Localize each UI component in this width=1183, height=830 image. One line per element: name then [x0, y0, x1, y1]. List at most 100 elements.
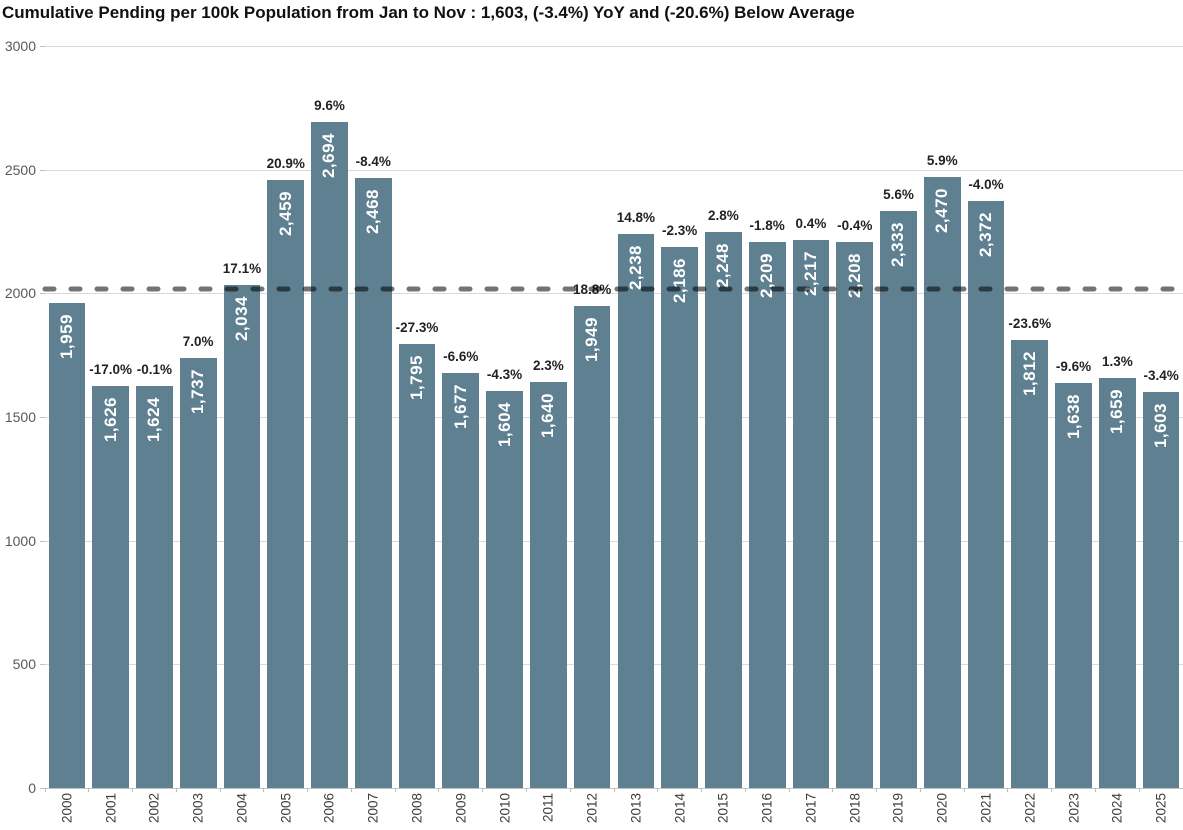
- x-axis-label-2000: 2000: [59, 793, 75, 824]
- x-axis-tick: [1094, 788, 1096, 792]
- x-axis-tick: [438, 788, 440, 792]
- bar-2007: 2,468: [354, 177, 392, 788]
- x-axis-tick: [1138, 788, 1140, 792]
- yoy-label-2011: 2.3%: [532, 358, 564, 374]
- bar-slot-2020: 2,470 5.9% 2020: [920, 46, 964, 823]
- yoy-label-2025: -3.4%: [1143, 367, 1179, 383]
- x-axis-label-2003: 2003: [190, 793, 206, 824]
- x-axis-label-2017: 2017: [803, 793, 819, 824]
- y-axis-tick-0: [40, 788, 45, 789]
- x-axis-tick: [1007, 788, 1009, 792]
- x-axis-label-2024: 2024: [1109, 793, 1125, 824]
- x-axis-label-2012: 2012: [584, 793, 600, 824]
- bar-slot-2012: 1,949 18.8% 2012: [570, 46, 614, 823]
- bar-slot-2021: 2,372 -4.0% 2021: [964, 46, 1008, 823]
- y-axis-tick-3000: [40, 46, 45, 47]
- bar-slot-2013: 2,238 14.8% 2013: [614, 46, 658, 823]
- x-axis-tick: [350, 788, 352, 792]
- bar-value-label-2004: 2,034: [231, 295, 251, 341]
- bar-2001: 1,626: [92, 385, 130, 788]
- bar-value-label-2005: 2,459: [275, 190, 295, 236]
- bar-value-label-2021: 2,372: [976, 212, 996, 258]
- bar-value-label-2007: 2,468: [363, 188, 383, 234]
- y-axis-tick-1500: [40, 417, 45, 418]
- x-axis-tick: [44, 788, 46, 792]
- yoy-label-2005: 20.9%: [266, 155, 305, 171]
- x-axis-tick: [219, 788, 221, 792]
- x-axis-tick: [263, 788, 265, 792]
- bar-slot-2001: 1,626 -17.0% 2001: [89, 46, 133, 823]
- bar-value-label-2016: 2,209: [757, 252, 777, 298]
- yoy-label-2002: -0.1%: [136, 362, 173, 378]
- y-axis-label-3000: 3000: [4, 38, 36, 54]
- x-axis-label-2020: 2020: [934, 793, 950, 824]
- x-axis-tick: [876, 788, 878, 792]
- bar-2013: 2,238: [617, 234, 655, 788]
- yoy-label-2014: -2.3%: [662, 223, 698, 239]
- bar-2019: 2,333: [880, 210, 917, 788]
- x-axis-tick: [88, 788, 90, 792]
- bar-value-label-2006: 2,694: [319, 132, 339, 178]
- bar-2000: 1,959: [48, 303, 86, 788]
- yoy-label-2012: 18.8%: [572, 281, 612, 297]
- bar-value-label-2009: 1,677: [450, 384, 470, 430]
- bar-2006: 2,694: [311, 121, 348, 788]
- x-axis-label-2010: 2010: [497, 793, 513, 824]
- bar-2021: 2,372: [967, 201, 1005, 788]
- bar-value-label-2024: 1,659: [1107, 388, 1127, 434]
- x-axis-label-2018: 2018: [847, 793, 863, 824]
- gridline-1000: [45, 540, 1183, 542]
- y-axis: 0 500 1000 1500 2000 2500 3000: [0, 38, 38, 796]
- x-axis-label-2007: 2007: [365, 793, 381, 824]
- bar-2014: 2,186: [661, 247, 699, 788]
- x-axis-label-2011: 2011: [540, 793, 556, 823]
- bar-2011: 1,640: [529, 382, 567, 788]
- bar-slot-2015: 2,248 2.8% 2015: [702, 46, 746, 823]
- x-axis-tick: [394, 788, 396, 792]
- yoy-label-2010: -4.3%: [486, 367, 523, 383]
- bar-value-label-2020: 2,470: [932, 188, 952, 234]
- x-axis-tick: [963, 788, 965, 792]
- yoy-label-2013: 14.8%: [616, 210, 656, 226]
- x-axis-label-2002: 2002: [146, 793, 162, 824]
- x-axis-label-2021: 2021: [978, 793, 994, 824]
- x-axis-label-2016: 2016: [759, 793, 775, 824]
- yoy-label-2024: 1.3%: [1101, 353, 1133, 369]
- yoy-label-2007: -8.4%: [355, 153, 391, 169]
- yoy-label-2023: -9.6%: [1055, 358, 1092, 374]
- bar-value-label-2000: 1,959: [56, 314, 76, 360]
- bar-slot-2024: 1,659 1.3% 2024: [1095, 46, 1139, 823]
- bar-value-label-2014: 2,186: [669, 258, 689, 304]
- bar-2003: 1,737: [179, 358, 217, 788]
- x-axis-label-2015: 2015: [715, 793, 731, 824]
- x-axis-tick: [744, 788, 746, 792]
- y-axis-label-1000: 1000: [4, 532, 36, 549]
- x-axis-label-2013: 2013: [628, 793, 644, 824]
- yoy-label-2016: -1.8%: [749, 217, 785, 233]
- bar-2023: 1,638: [1055, 382, 1092, 788]
- yoy-label-2017: 0.4%: [795, 215, 827, 231]
- x-axis-label-2019: 2019: [890, 793, 906, 824]
- x-axis-label-2001: 2001: [103, 793, 119, 824]
- bar-slot-2009: 1,677 -6.6% 2009: [439, 46, 483, 823]
- bar-2024: 1,659: [1098, 377, 1136, 788]
- x-axis-label-2009: 2009: [453, 793, 469, 824]
- bar-2015: 2,248: [705, 232, 742, 788]
- x-axis-label-2005: 2005: [278, 793, 294, 824]
- bar-2022: 1,812: [1011, 339, 1049, 788]
- x-axis-tick: [788, 788, 790, 792]
- x-axis-label-2023: 2023: [1066, 793, 1082, 824]
- bar-slot-2004: 2,034 17.1% 2004: [220, 46, 264, 823]
- bar-value-label-2025: 1,603: [1151, 402, 1171, 448]
- yoy-label-2022: -23.6%: [1008, 315, 1052, 331]
- bar-value-label-2012: 1,949: [582, 316, 602, 362]
- x-axis-tick: [569, 788, 571, 792]
- y-axis-label-2500: 2500: [4, 161, 36, 178]
- bar-value-label-2010: 1,604: [494, 402, 514, 448]
- bar-slot-2010: 1,604 -4.3% 2010: [483, 46, 527, 823]
- y-axis-label-500: 500: [12, 656, 36, 673]
- x-axis-tick: [132, 788, 134, 792]
- bar-slot-2017: 2,217 0.4% 2017: [789, 46, 833, 823]
- bar-2018: 2,208: [836, 241, 874, 788]
- bar-value-label-2013: 2,238: [625, 245, 645, 291]
